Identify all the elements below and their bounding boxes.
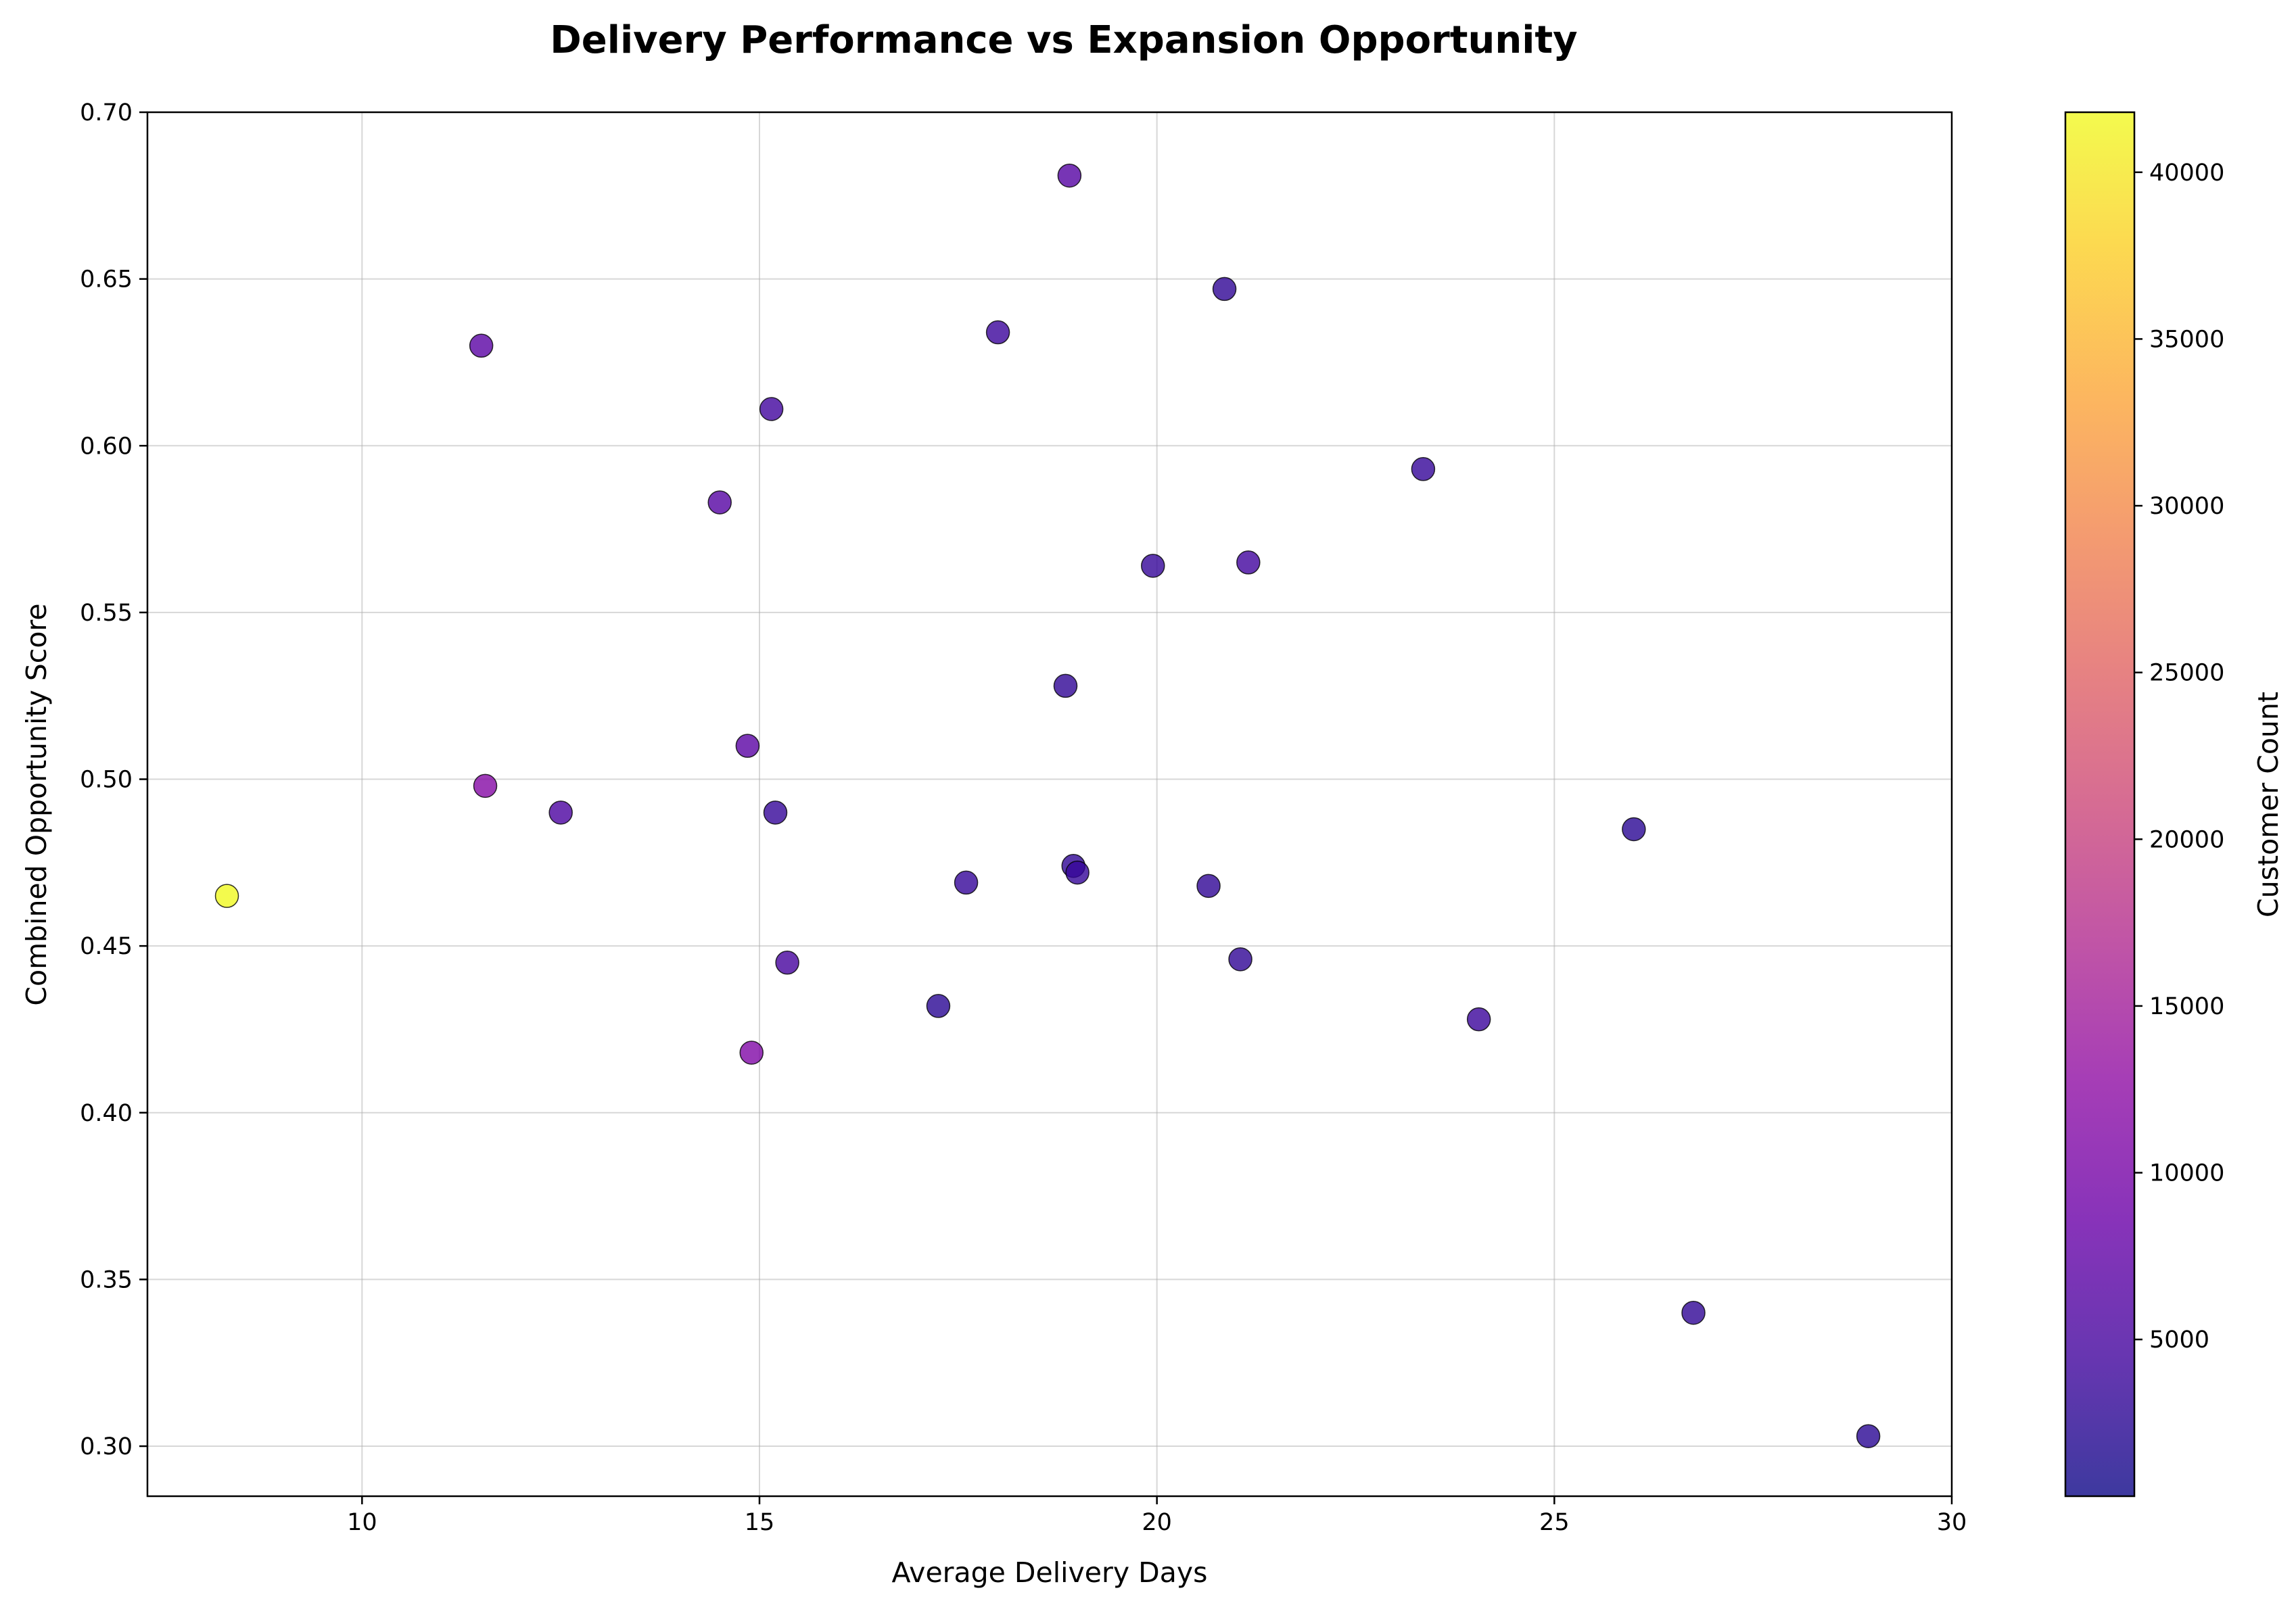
- scatter-point: [735, 734, 760, 758]
- x-axis-ticks: 10 15 20 25 30: [347, 1496, 1967, 1536]
- scatter-point: [775, 951, 799, 975]
- plot-frame: [146, 111, 1953, 1498]
- scatter-point: [469, 333, 494, 358]
- x-tick-label: 15: [745, 1509, 775, 1536]
- y-axis-ticks: 0.30 0.35 0.40 0.45 0.50 0.55 0.60 0.65 0.70: [80, 99, 147, 1460]
- scatter-point: [473, 773, 498, 798]
- y-tick-label: 0.55: [80, 600, 133, 627]
- colorbar-ticks: 5000 10000 15000 20000 25000 30000 35000 40000: [2134, 160, 2224, 1354]
- scatter-point: [985, 320, 1010, 345]
- scatter-point: [548, 801, 573, 825]
- scatter-point: [1411, 457, 1436, 481]
- scatter-point: [1622, 817, 1646, 842]
- x-tick-label: 25: [1539, 1509, 1570, 1536]
- colorbar-tick-label: 40000: [2149, 160, 2224, 187]
- y-tick-label: 0.35: [80, 1266, 133, 1293]
- scatter-point: [739, 1041, 764, 1065]
- colorbar-tick-label: 15000: [2149, 993, 2224, 1020]
- scatter-point: [1681, 1300, 1706, 1325]
- scatter-point: [1053, 673, 1078, 698]
- scatter-point: [1196, 874, 1221, 899]
- scatter-point: [926, 994, 951, 1018]
- scatter-point: [1228, 947, 1252, 972]
- colorbar-gradient: [2065, 112, 2134, 1496]
- colorbar-tick-label: 25000: [2149, 660, 2224, 687]
- scatter-point: [1212, 277, 1237, 302]
- scatter-point: [1236, 550, 1261, 575]
- data-points: [214, 163, 1881, 1448]
- y-tick-label: 0.60: [80, 433, 133, 460]
- y-tick-label: 0.40: [80, 1100, 133, 1127]
- colorbar-frame: [2064, 111, 2136, 1498]
- scatter-point: [759, 397, 784, 421]
- scatter-point: [1141, 554, 1165, 578]
- y-tick-label: 0.50: [80, 767, 133, 794]
- scatter-point: [1065, 860, 1090, 885]
- x-tick-label: 30: [1937, 1509, 1967, 1536]
- x-axis-label: Average Delivery Days: [892, 1556, 1208, 1589]
- colorbar: 500010000150002000025000300003500040000 …: [2064, 111, 2285, 1498]
- x-tick-label: 10: [347, 1509, 377, 1536]
- colorbar-tick-label: 20000: [2149, 826, 2224, 853]
- colorbar-tick-label: 5000: [2149, 1327, 2209, 1354]
- scatter-point: [214, 884, 239, 908]
- y-axis-label: Combined Opportunity Score: [20, 603, 53, 1005]
- colorbar-tick-label: 35000: [2149, 326, 2224, 353]
- scatter-point: [1466, 1007, 1491, 1032]
- colorbar-label: Customer Count: [2252, 692, 2285, 917]
- scatter-point: [1856, 1424, 1881, 1448]
- y-tick-label: 0.30: [80, 1433, 133, 1460]
- scatter-point: [954, 870, 979, 895]
- y-tick-label: 0.70: [80, 99, 133, 126]
- scatter-point: [707, 490, 732, 515]
- scatter-point: [1057, 163, 1082, 188]
- y-tick-label: 0.65: [80, 266, 133, 293]
- x-tick-label: 20: [1142, 1509, 1172, 1536]
- y-tick-label: 0.45: [80, 933, 133, 960]
- colorbar-tick-label: 30000: [2149, 493, 2224, 520]
- colorbar-tick-label: 10000: [2149, 1160, 2224, 1187]
- scatter-point: [763, 801, 788, 825]
- grid: [147, 112, 1952, 1496]
- chart-title: Delivery Performance vs Expansion Opport…: [550, 18, 1577, 62]
